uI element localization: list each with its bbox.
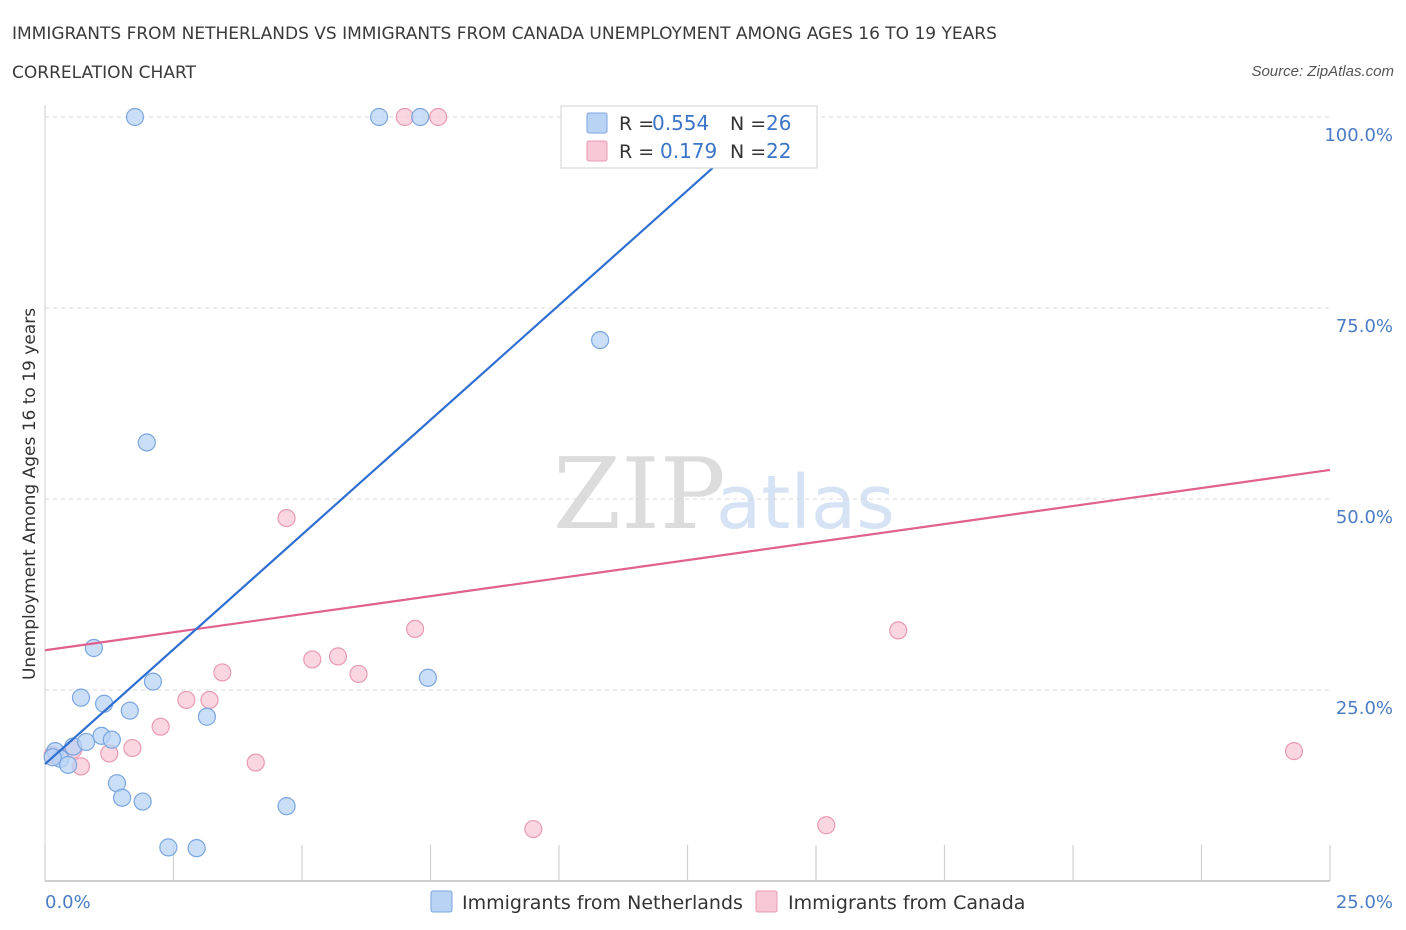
y-axis-label: Unemployment Among Ages 16 to 19 years	[20, 308, 40, 680]
source-label: Source: ZipAtlas.com	[1251, 63, 1394, 80]
netherlands-point	[370, 107, 389, 127]
canada-point	[817, 816, 836, 835]
netherlands-point	[112, 788, 132, 807]
legend-swatch-netherlands	[430, 890, 453, 913]
canada-point	[151, 717, 170, 736]
x-tick-label-max: 25.0%	[1336, 892, 1393, 913]
canada-point	[889, 621, 908, 640]
legend: Immigrants from Netherlands Immigrants f…	[430, 890, 1025, 914]
canada-point	[213, 663, 232, 682]
tick-labels: 25.0% 50.0% 75.0% 100.0% 0.0% 25.0%	[45, 125, 1393, 913]
canada-point	[277, 508, 296, 528]
x-tick-label-min: 0.0%	[45, 892, 91, 913]
netherlands-point	[71, 688, 91, 707]
chart-title: IMMIGRANTS FROM NETHERLANDS VS IMMIGRANT…	[12, 24, 997, 44]
legend-label-netherlands: Immigrants from Netherlands	[462, 892, 743, 914]
canada-point	[1284, 742, 1304, 761]
netherlands-trend-line	[44, 116, 771, 765]
netherlands-point	[411, 107, 430, 127]
netherlands-point	[159, 838, 178, 857]
canada-point	[349, 664, 368, 684]
netherlands-point	[77, 732, 96, 752]
canada-point	[429, 107, 448, 127]
netherlands-point	[137, 433, 156, 452]
canada-point	[200, 690, 219, 710]
y-tick-label-75: 75.0%	[1336, 316, 1393, 337]
netherlands-point	[133, 792, 152, 811]
legend-swatch-canada	[755, 890, 778, 913]
stats-swatch-canada	[586, 140, 608, 162]
netherlands-point	[418, 668, 438, 687]
netherlands-point	[277, 797, 296, 816]
stats-r-label-canada: R =	[619, 141, 654, 163]
canada-point	[405, 619, 425, 638]
stats-swatch-netherlands	[586, 112, 608, 134]
netherlands-point	[125, 107, 145, 127]
netherlands-point	[95, 694, 114, 713]
stats-r-value-netherlands: 0.554	[652, 111, 709, 135]
netherlands-points	[43, 107, 610, 858]
stats-box: R = 0.554 N = 26 R = 0.179 N = 22	[560, 105, 818, 169]
stats-n-value-canada: 22	[766, 139, 791, 163]
stats-n-value-netherlands: 26	[766, 111, 791, 135]
netherlands-point	[591, 330, 610, 350]
legend-label-canada: Immigrants from Canada	[788, 892, 1025, 914]
canada-point	[246, 753, 265, 772]
netherlands-point	[59, 755, 78, 774]
netherlands-point	[187, 839, 206, 858]
netherlands-point	[197, 707, 217, 726]
stats-r-value-canada: 0.179	[660, 139, 717, 163]
watermark-zip: ZIP	[553, 438, 726, 552]
stats-n-label-canada: N =	[730, 141, 766, 163]
trend-lines	[44, 116, 1331, 765]
y-tick-label-50: 50.0%	[1336, 507, 1393, 528]
grid-lines	[45, 116, 1330, 691]
canada-point	[177, 690, 196, 710]
stats-n-label-netherlands: N =	[730, 113, 766, 135]
stats-r-label-netherlands: R =	[619, 113, 654, 135]
canada-point	[303, 650, 322, 669]
watermark-atlas: atlas	[716, 460, 895, 546]
netherlands-point	[120, 701, 139, 720]
canada-trend-line	[44, 468, 1331, 652]
y-tick-label-100: 100.0%	[1324, 125, 1393, 146]
canada-point	[328, 647, 348, 666]
chart-subtitle: CORRELATION CHART	[12, 63, 197, 83]
netherlands-point	[102, 730, 121, 749]
canada-point	[524, 819, 543, 839]
y-tick-label-25: 25.0%	[1336, 698, 1393, 719]
netherlands-point	[143, 672, 163, 691]
canada-point	[395, 107, 414, 127]
canada-point	[123, 738, 142, 758]
